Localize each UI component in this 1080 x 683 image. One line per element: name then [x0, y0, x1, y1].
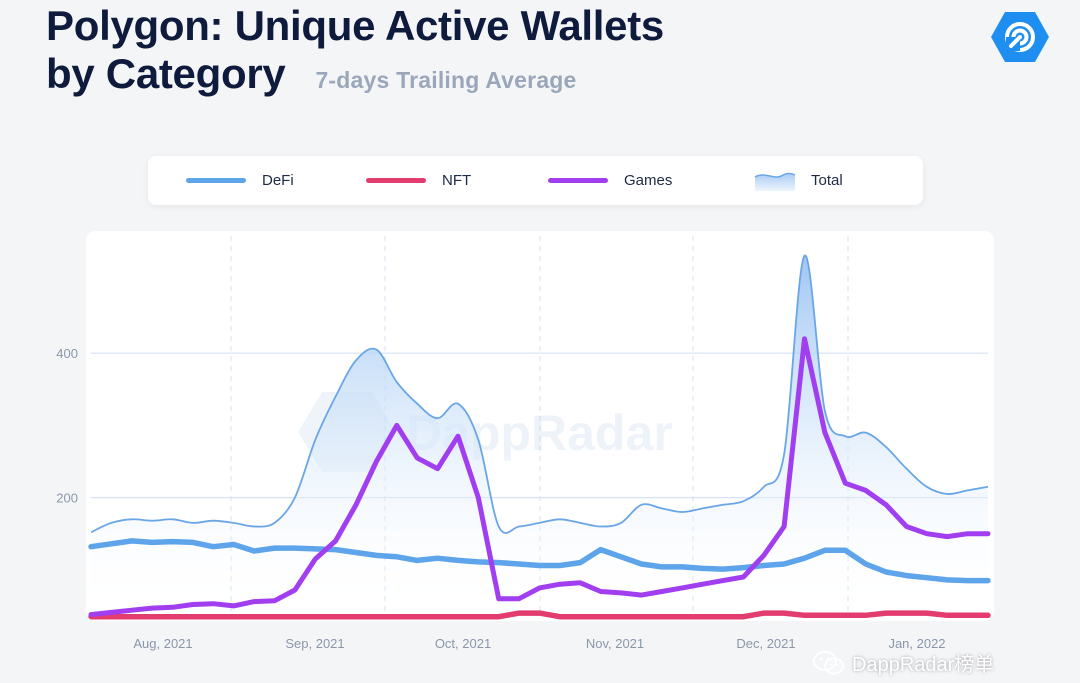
- total-line: [90, 254, 989, 534]
- chart-subtitle: 7-days Trailing Average: [315, 67, 577, 93]
- legend-swatch-nft: [366, 178, 426, 183]
- chart-legend: DeFi NFT Games Total: [148, 156, 923, 205]
- legend-label-games: Games: [624, 172, 673, 189]
- x-tick-label-5: Jan, 2022: [888, 636, 945, 651]
- x-tick-label-0: Aug, 2021: [133, 636, 192, 651]
- y-tick-label-400: 400: [56, 346, 78, 361]
- x-tick-label-1: Sep, 2021: [285, 636, 344, 651]
- series-layer: [88, 254, 991, 620]
- legend-swatch-games: [548, 178, 608, 183]
- legend-label-nft: NFT: [442, 172, 472, 189]
- footer-text: DappRadar榜单: [852, 654, 995, 676]
- y-tick-label-200: 200: [56, 491, 78, 506]
- x-tick-label-2: Oct, 2021: [435, 636, 491, 651]
- games-line: [88, 336, 991, 618]
- legend-swatch-total: [754, 172, 796, 191]
- axis-layer: 200 400 Aug, 2021 Sep, 2021 Oct, 2021 Nov, 20…: [56, 346, 945, 651]
- legend-label-defi: DeFi: [262, 172, 294, 189]
- total-area: [91, 255, 988, 617]
- chart-title: Polygon: Unique Active Wallets by Catego…: [46, 2, 664, 104]
- legend-swatch-defi: [186, 178, 246, 183]
- legend-item-total: Total: [753, 156, 843, 205]
- title-line-2: by Category: [46, 50, 286, 97]
- dappradar-logo-icon: [991, 12, 1049, 62]
- x-tick-label-3: Nov, 2021: [586, 636, 644, 651]
- legend-label-total: Total: [811, 172, 843, 189]
- x-tick-label-4: Dec, 2021: [736, 636, 795, 651]
- defi-line: [88, 538, 991, 584]
- nft-line: [88, 610, 991, 620]
- legend-item-defi: DeFi: [186, 156, 294, 205]
- title-line-1: Polygon: Unique Active Wallets: [46, 2, 664, 49]
- wechat-icon: [813, 650, 844, 674]
- legend-item-nft: NFT: [366, 156, 471, 205]
- legend-item-games: Games: [548, 156, 672, 205]
- footer-watermark: DappRadar榜单: [812, 648, 994, 677]
